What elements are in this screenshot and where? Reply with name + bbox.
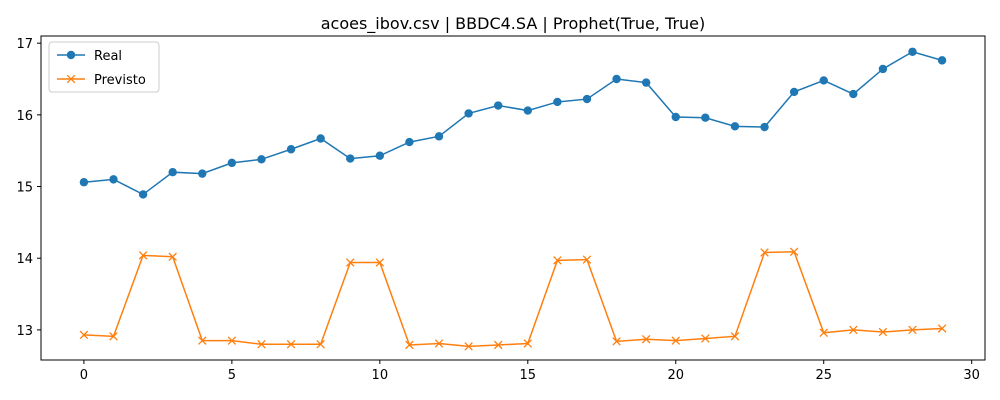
data-point — [641, 78, 651, 87]
data-point — [493, 340, 503, 350]
x-tick-label: 30 — [963, 368, 980, 383]
data-point — [789, 247, 799, 257]
data-point — [286, 145, 296, 154]
data-point — [464, 342, 473, 351]
data-point — [138, 190, 148, 199]
legend-label: Previsto — [94, 73, 146, 88]
plot-frame — [40, 35, 986, 361]
data-point — [375, 151, 385, 160]
data-point — [582, 255, 592, 264]
x-tick-label: 20 — [667, 368, 684, 383]
x-tick-label: 0 — [80, 368, 88, 383]
data-point — [612, 337, 621, 346]
y-tick-label: 15 — [16, 181, 33, 196]
x-tick-label: 5 — [228, 368, 236, 383]
data-point — [819, 328, 828, 338]
data-point — [582, 94, 592, 104]
legend-marker-icon — [66, 50, 76, 60]
data-point — [109, 332, 118, 341]
data-point — [523, 339, 533, 348]
data-point — [109, 175, 118, 184]
y-tick-label: 14 — [16, 252, 33, 267]
data-point — [464, 109, 473, 118]
data-point — [908, 47, 917, 56]
data-point — [316, 134, 325, 143]
x-tick-label: 15 — [520, 368, 537, 383]
series-real — [79, 47, 947, 199]
legend-label: Real — [94, 49, 122, 64]
data-point — [434, 132, 444, 141]
data-point — [641, 334, 651, 344]
data-point — [434, 339, 444, 348]
data-point — [345, 258, 355, 267]
data-point — [878, 327, 888, 337]
data-point — [257, 339, 266, 349]
data-point — [849, 89, 858, 99]
data-point — [730, 332, 740, 341]
legend-item-previsto: Previsto — [57, 73, 146, 88]
data-point — [405, 137, 414, 147]
data-point — [760, 122, 769, 132]
x-tick-label: 10 — [372, 368, 389, 383]
data-point — [316, 339, 325, 349]
series-previsto — [79, 247, 947, 351]
data-point — [227, 336, 237, 345]
data-point — [819, 76, 828, 85]
data-point — [553, 256, 562, 265]
data-point — [701, 334, 710, 343]
data-point — [878, 64, 888, 74]
data-point — [405, 340, 414, 350]
chart-title: acoes_ibov.csv | BBDC4.SA | Prophet(True… — [321, 14, 706, 34]
y-tick-label: 17 — [16, 37, 33, 52]
data-point — [168, 167, 177, 177]
data-point — [730, 122, 740, 131]
data-point — [79, 178, 89, 187]
data-point — [494, 101, 503, 110]
y-tick-label: 13 — [16, 324, 33, 339]
data-point — [346, 154, 355, 163]
data-point — [937, 324, 947, 333]
data-point — [937, 56, 947, 65]
data-point — [138, 251, 148, 260]
data-point — [375, 258, 385, 267]
data-point — [789, 87, 799, 97]
data-point — [523, 106, 532, 115]
data-point — [908, 325, 917, 335]
data-point — [257, 155, 266, 164]
series-line-previsto — [83, 250, 943, 348]
data-point — [168, 252, 177, 262]
data-point — [671, 336, 681, 345]
data-point — [227, 158, 237, 168]
axes: 0 5 10 15 20 25 30 13 14 15 16 17 — [16, 35, 986, 383]
data-point — [671, 112, 680, 122]
data-point — [612, 74, 621, 84]
data-point — [701, 113, 710, 122]
series-layer — [79, 47, 947, 351]
legend: Real Previsto — [48, 41, 160, 93]
x-tick-label: 25 — [815, 368, 832, 383]
legend-item-real: Real — [57, 49, 122, 64]
data-point — [198, 169, 207, 178]
data-point — [198, 336, 207, 345]
legend-marker-icon — [66, 74, 76, 84]
data-point — [553, 97, 562, 107]
data-point — [79, 330, 89, 340]
data-point — [760, 248, 769, 257]
y-tick-label: 16 — [16, 109, 33, 124]
data-point — [286, 339, 296, 349]
data-point — [849, 325, 858, 335]
series-line-real — [83, 50, 943, 196]
